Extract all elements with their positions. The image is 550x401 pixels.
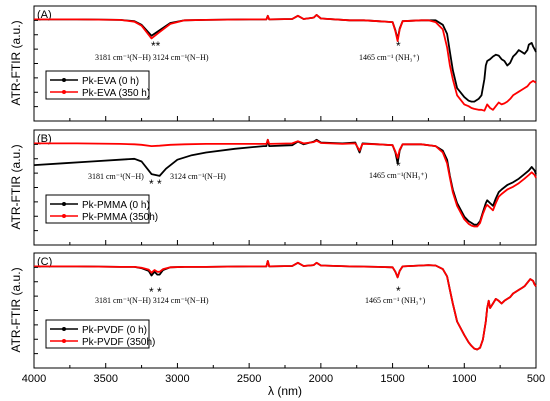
x-axis-title: λ (nm) — [268, 384, 302, 398]
panel-a-legend-label-1: Pk-EVA (350 h) — [82, 88, 150, 99]
panel-b-annot-nh-2: 3124 cm⁻¹(N−H) — [170, 172, 226, 181]
panel-c-legend-label-0: Pk-PVDF (0 h) — [82, 325, 147, 336]
panel-b-frame — [33, 129, 537, 246]
panel-b-legend-label-0: Pk-PMMA (0 h) — [82, 200, 150, 211]
panel-a-legend-box — [45, 70, 150, 100]
panel-a-annot-nh: 3181 cm⁻¹(N−H) 3124 cm⁻¹(N−H) — [95, 53, 209, 62]
panel-b-star-nh: * * — [149, 177, 162, 191]
panel-c-annot-nh: 3181 cm⁻¹(N−H) 3124 cm⁻¹(N−H) — [95, 296, 209, 305]
panel-a-legend-marker-1 — [62, 90, 66, 94]
panel-b-star-nh3: * — [396, 159, 401, 173]
panel-b-series — [33, 138, 537, 228]
x-tick-label: 1000 — [452, 373, 476, 385]
x-axis: 4000 3500 3000 2500 2000 1500 1000 500 — [22, 116, 545, 385]
x-tick-label: 500 — [527, 373, 545, 385]
panel-b-legend-box — [45, 194, 150, 224]
panel-a: (A) ATR-FTIR (a.u.) ** 3181 cm⁻¹(N−H) 31… — [9, 5, 537, 122]
x-tick-label: 4000 — [22, 373, 46, 385]
panel-a-letter: (A) — [37, 9, 52, 21]
panel-c-legend-marker-0 — [62, 327, 66, 331]
panel-c-legend-label-1: Pk-PVDF (350h) — [82, 337, 155, 348]
y-axis-title-b: ATR-FTIR (a.u.) — [9, 144, 23, 229]
panel-c-letter: (C) — [37, 256, 52, 268]
panel-b-annot-nh3: 1465 cm⁻¹(NH₃⁺) — [369, 171, 428, 180]
panel-c-legend-box — [45, 319, 150, 349]
x-tick-label: 3500 — [93, 373, 117, 385]
panel-c-y-ticks — [34, 266, 38, 355]
x-tick-label: 1500 — [380, 373, 404, 385]
series-line-350h — [34, 260, 537, 351]
panel-a-legend-label-0: Pk-EVA (0 h) — [82, 76, 139, 87]
panel-b-legend-label-1: Pk-PMMA (350h) — [82, 212, 158, 223]
y-axis-title-c: ATR-FTIR (a.u.) — [9, 267, 23, 352]
panel-b-y-ticks — [34, 143, 38, 232]
panel-c-frame — [33, 252, 537, 369]
series-line-350h — [34, 138, 537, 228]
panel-b-legend-marker-0 — [62, 202, 66, 206]
panel-c-series — [34, 260, 537, 351]
panel-b-legend: Pk-PMMA (0 h) Pk-PMMA (350h) — [45, 194, 158, 224]
x-tick-label: 3000 — [165, 373, 189, 385]
panel-a-star-nh3: * — [396, 39, 401, 53]
panel-b: (B) ATR-FTIR (a.u.) 3181 cm⁻¹(N−H) * * 3… — [9, 129, 537, 246]
panel-c-legend-marker-1 — [62, 339, 66, 343]
panel-a-series — [34, 14, 537, 112]
panel-c-star-nh: * * — [149, 285, 162, 299]
panel-c-star-nh3: * — [396, 284, 401, 298]
panel-c-annot-nh3: 1465 cm⁻¹ (NH₃⁺) — [365, 296, 426, 305]
panel-a-legend: Pk-EVA (0 h) Pk-EVA (350 h) — [45, 70, 150, 100]
panel-a-star-nh: ** — [151, 39, 161, 53]
panel-b-annot-nh: 3181 cm⁻¹(N−H) — [88, 172, 144, 181]
x-tick-label: 2500 — [237, 373, 261, 385]
panel-b-legend-marker-1 — [62, 214, 66, 218]
panel-a-frame — [33, 5, 537, 122]
panel-a-annot-nh3: 1465 cm⁻¹ (NH₃⁺) — [359, 53, 420, 62]
panel-a-legend-marker-0 — [62, 78, 66, 82]
panel-b-letter: (B) — [37, 133, 52, 145]
panel-a-y-ticks — [34, 19, 38, 108]
panel-c-legend: Pk-PVDF (0 h) Pk-PVDF (350h) — [45, 319, 155, 349]
panel-c: (C) ATR-FTIR (a.u.) * * 3181 cm⁻¹(N−H) 3… — [9, 252, 537, 369]
y-axis-title-a: ATR-FTIR (a.u.) — [9, 20, 23, 105]
x-tick-label: 2000 — [309, 373, 333, 385]
series-line-350h — [34, 14, 537, 112]
